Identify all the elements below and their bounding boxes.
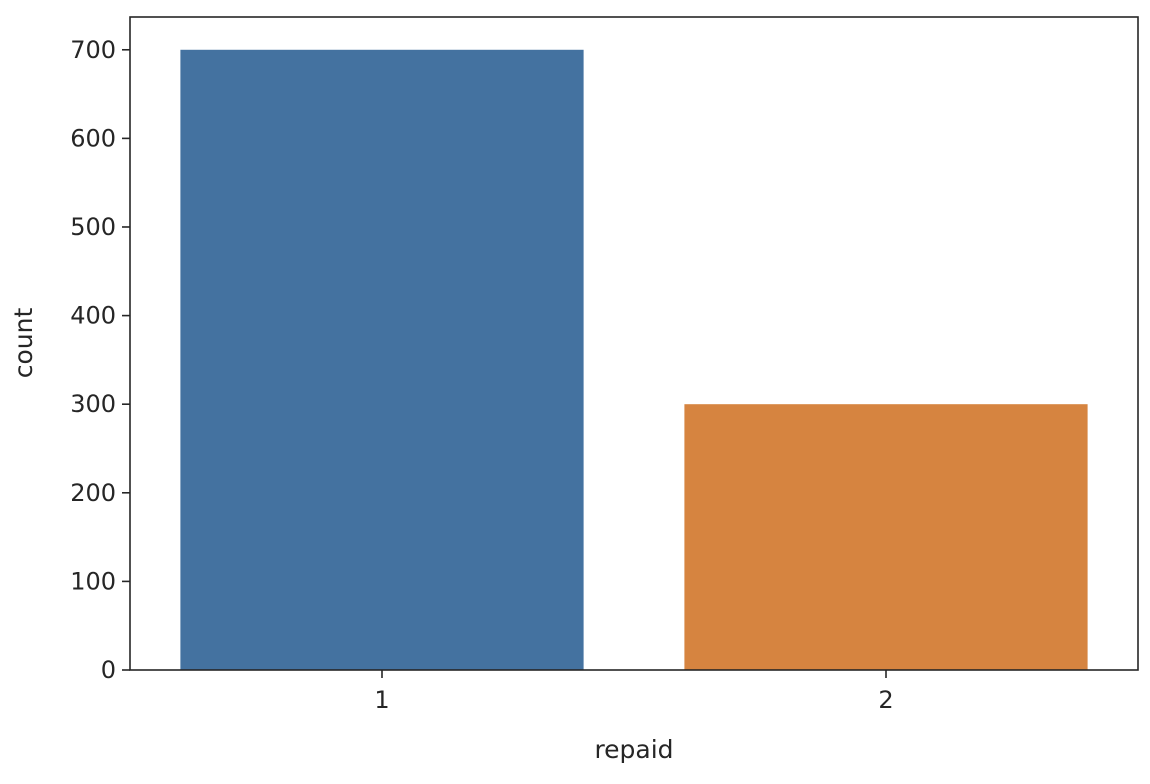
y-tick-label-0: 0 [101,656,116,684]
y-axis: 0 100 200 300 400 500 600 700 [70,36,130,684]
x-tick-label-2: 2 [878,686,893,714]
bar-1 [180,49,584,671]
x-axis-label: repaid [594,735,673,764]
y-tick-label-500: 500 [70,213,116,241]
y-tick-label-300: 300 [70,390,116,418]
y-axis-label: count [9,308,38,379]
y-tick-label-600: 600 [70,124,116,152]
y-tick-label-400: 400 [70,302,116,330]
x-tick-label-1: 1 [374,686,389,714]
bar-2 [684,404,1088,670]
y-tick-label-100: 100 [70,567,116,595]
plot-frame [129,16,1139,671]
bars-group [180,49,1088,671]
y-tick-label-700: 700 [70,36,116,64]
y-tick-label-200: 200 [70,479,116,507]
